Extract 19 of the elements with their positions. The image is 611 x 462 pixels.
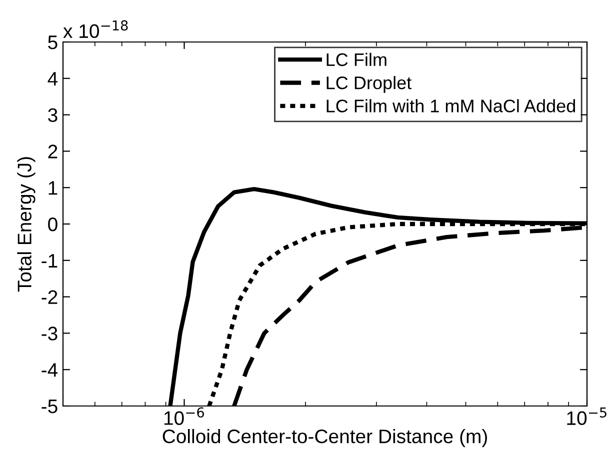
y-tick-label: 1 (48, 181, 58, 195)
y-tick-label: -3 (42, 326, 58, 340)
x-tick-label: 10$^{−5}$ (567, 407, 606, 426)
y-tick-label: -1 (42, 254, 58, 268)
y-tick-label: 2 (48, 144, 58, 158)
y-tick-label: 5 (48, 36, 58, 50)
legend-label: LC Film with 1 mM NaCl Added (326, 99, 576, 112)
x-axis-title: Colloid Center-to-Center Distance (m) (162, 428, 487, 448)
x-tick-label: 10$^{−6}$ (164, 407, 204, 425)
y-tick-label: -2 (42, 290, 58, 304)
text: x 10$^{−18}$ (63, 20, 128, 38)
y-tick-label: 4 (48, 72, 58, 86)
y-tick-label: -5 (42, 400, 58, 414)
y-tick-label: 3 (48, 108, 58, 122)
y-tick-label: 0 (48, 217, 58, 232)
y-axis-title: Total Energy (J) (17, 157, 36, 292)
y-tick-label: -4 (42, 363, 58, 377)
legend-label: LC Droplet (326, 76, 412, 93)
legend-label: LC Film (326, 52, 386, 66)
